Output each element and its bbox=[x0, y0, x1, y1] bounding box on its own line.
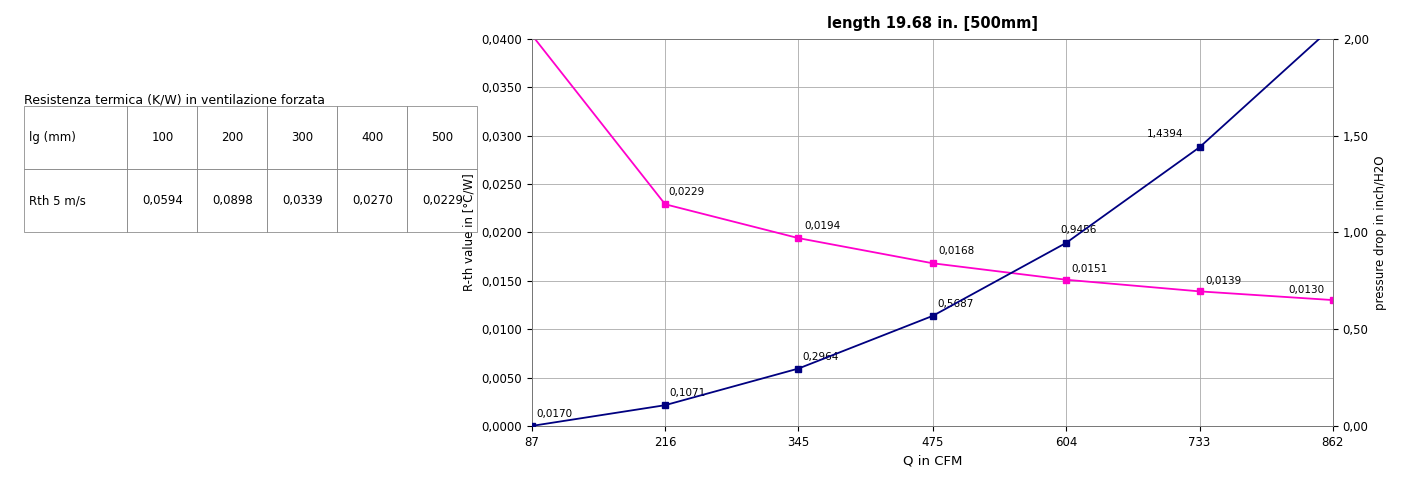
Text: 0,2964: 0,2964 bbox=[803, 351, 839, 362]
Text: 0,0168: 0,0168 bbox=[939, 246, 974, 257]
X-axis label: Q in CFM: Q in CFM bbox=[903, 454, 961, 467]
Text: 0,0139: 0,0139 bbox=[1205, 276, 1241, 286]
Text: 0,0151: 0,0151 bbox=[1072, 264, 1107, 274]
Text: Resistenza termica (K/W) in ventilazione forzata: Resistenza termica (K/W) in ventilazione… bbox=[24, 93, 325, 106]
Text: 0,5687: 0,5687 bbox=[937, 299, 973, 309]
Text: 0,1071: 0,1071 bbox=[669, 388, 706, 398]
Text: 0,0130: 0,0130 bbox=[1289, 285, 1324, 295]
Title: length 19.68 in. [500mm]: length 19.68 in. [500mm] bbox=[827, 15, 1038, 30]
Text: 0,0194: 0,0194 bbox=[804, 221, 841, 231]
Text: 1,4394: 1,4394 bbox=[1147, 129, 1183, 139]
Y-axis label: R-th value in [°C/W]: R-th value in [°C/W] bbox=[462, 173, 475, 291]
Text: 0,9456: 0,9456 bbox=[1061, 225, 1098, 235]
Text: 0,0229: 0,0229 bbox=[668, 187, 705, 197]
Text: 0,0170: 0,0170 bbox=[536, 409, 571, 419]
Y-axis label: pressure drop in inch/H2O: pressure drop in inch/H2O bbox=[1374, 155, 1387, 310]
